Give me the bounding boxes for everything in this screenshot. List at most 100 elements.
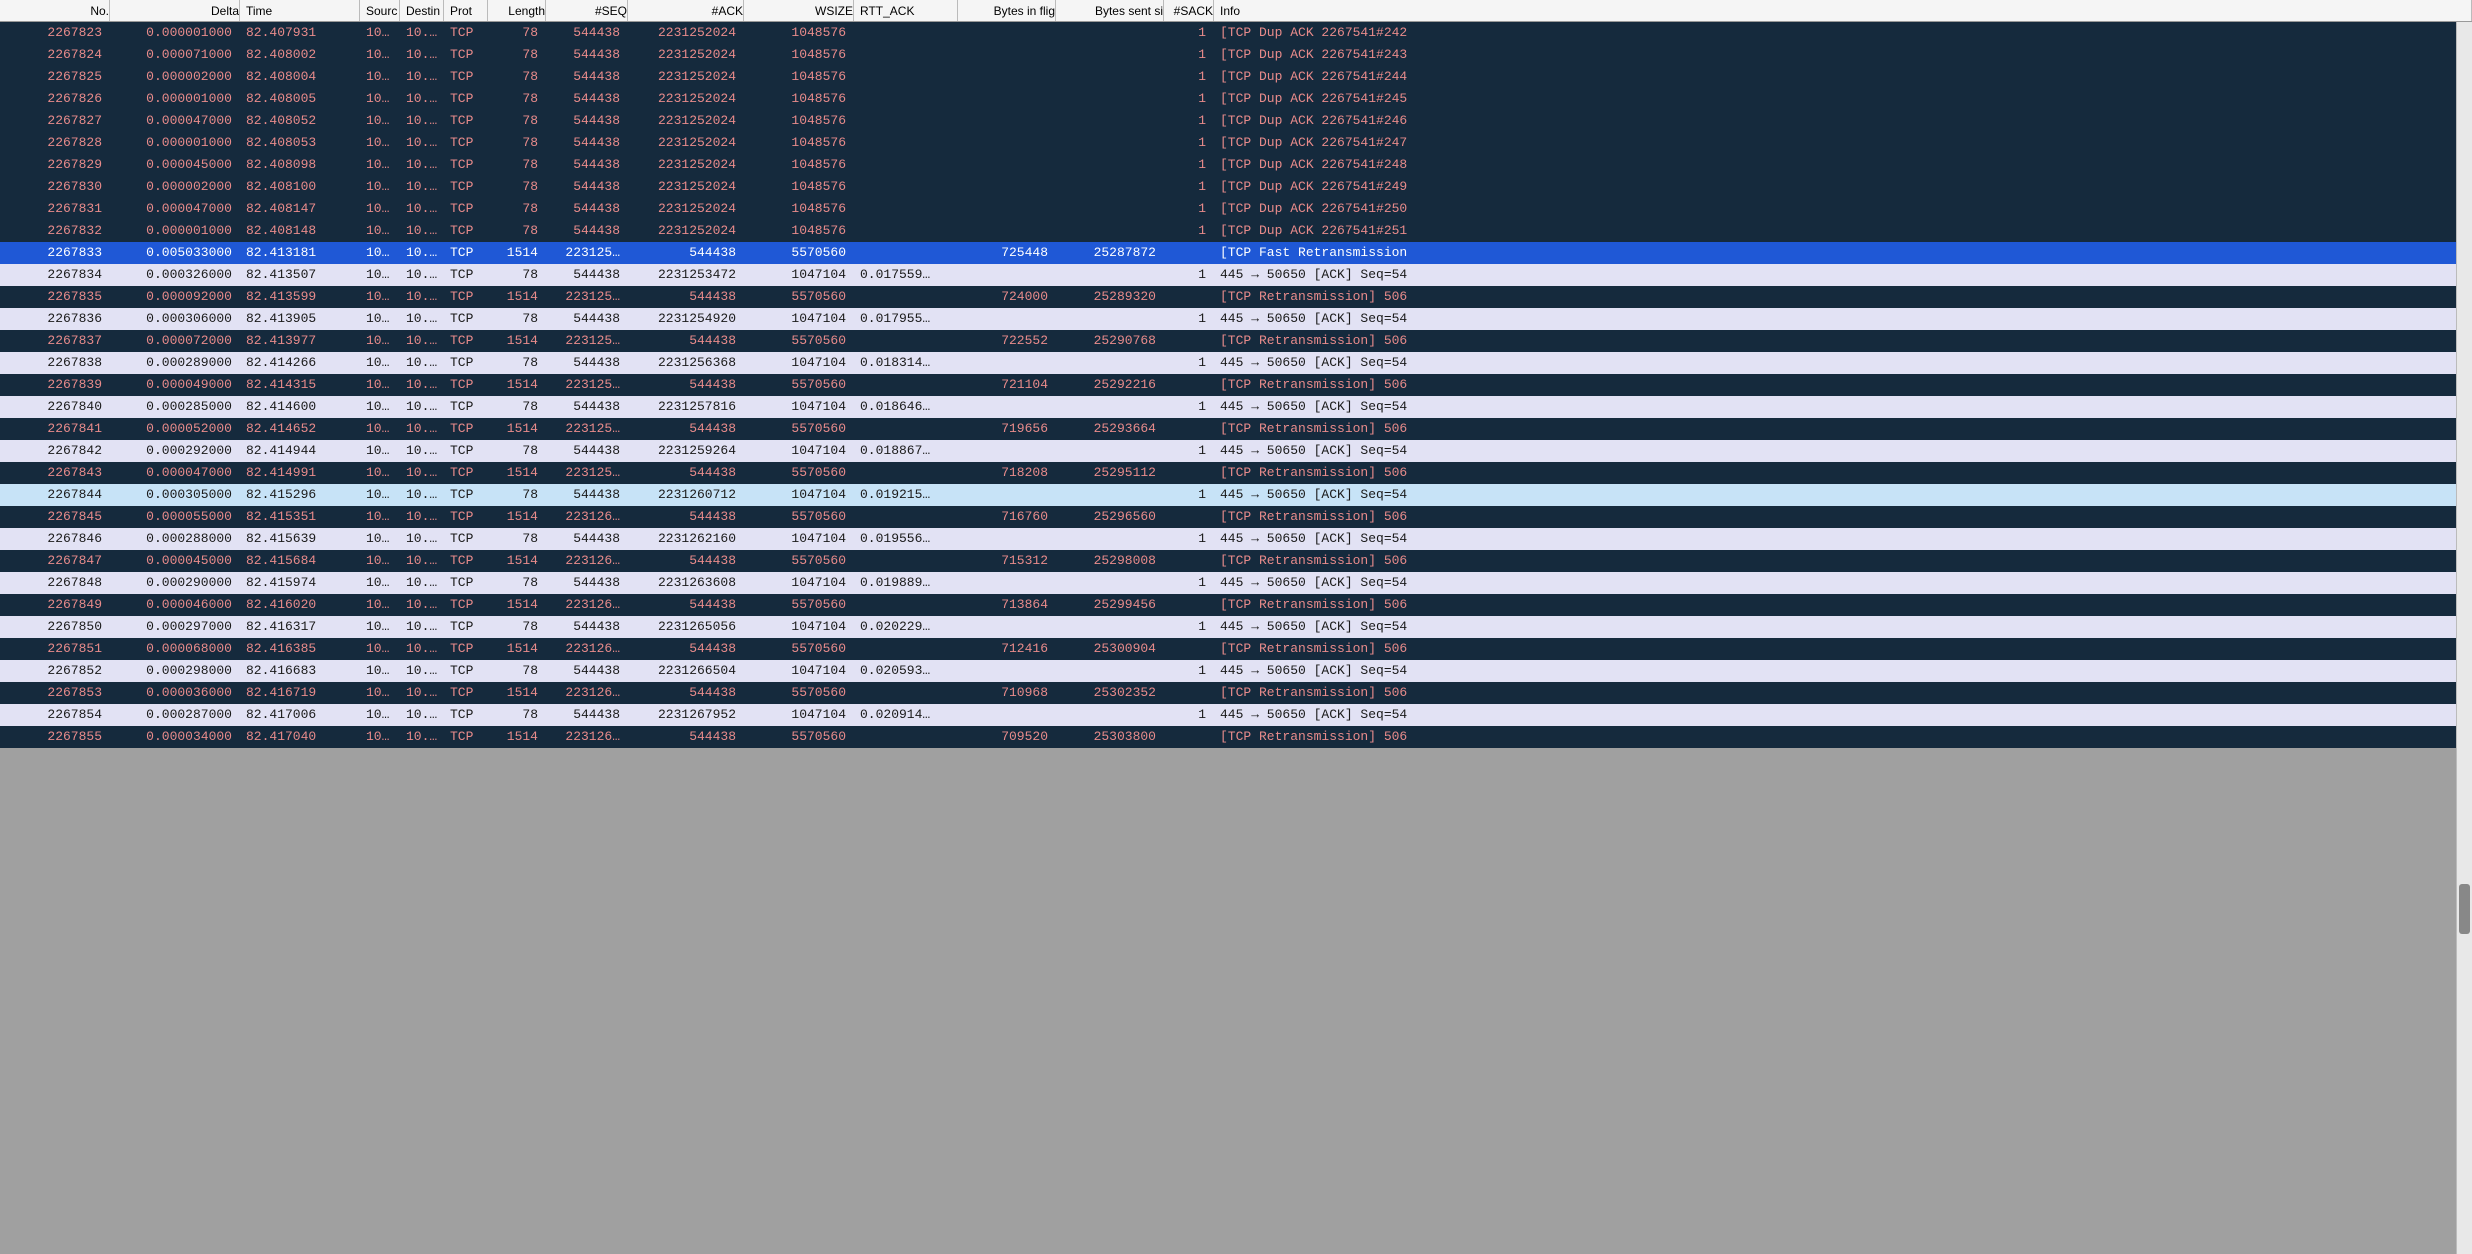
cell-wsize: 5570560 (744, 682, 854, 704)
packet-row[interactable]: 22678430.00004700082.41499110…10.…TCP151… (0, 462, 2472, 484)
packet-row[interactable]: 22678460.00028800082.41563910…10.…TCP785… (0, 528, 2472, 550)
vertical-scrollbar[interactable] (2456, 22, 2472, 1254)
column-header-rtt[interactable]: RTT_ACK (854, 0, 958, 21)
packet-row[interactable]: 22678380.00028900082.41426610…10.…TCP785… (0, 352, 2472, 374)
cell-src: 10… (360, 616, 400, 638)
packet-row[interactable]: 22678340.00032600082.41350710…10.…TCP785… (0, 264, 2472, 286)
column-header-seq[interactable]: #SEQ (546, 0, 628, 21)
packet-row[interactable]: 22678280.00000100082.40805310…10.…TCP785… (0, 132, 2472, 154)
cell-dst: 10.… (400, 572, 444, 594)
packet-row[interactable]: 22678350.00009200082.41359910…10.…TCP151… (0, 286, 2472, 308)
column-header-no[interactable]: No. (0, 0, 110, 21)
cell-sack: 1 (1164, 528, 1214, 550)
cell-delta: 0.000047000 (110, 110, 240, 132)
cell-ack: 2231253472 (628, 264, 744, 286)
packet-row[interactable]: 22678530.00003600082.41671910…10.…TCP151… (0, 682, 2472, 704)
cell-wsize: 1048576 (744, 198, 854, 220)
cell-rtt (854, 22, 958, 44)
cell-flig (958, 220, 1056, 242)
column-header-prot[interactable]: Prot (444, 0, 488, 21)
cell-sack: 1 (1164, 132, 1214, 154)
packet-row[interactable]: 22678510.00006800082.41638510…10.…TCP151… (0, 638, 2472, 660)
cell-prot: TCP (444, 198, 488, 220)
cell-wsize: 1047104 (744, 660, 854, 682)
packet-row[interactable]: 22678250.00000200082.40800410…10.…TCP785… (0, 66, 2472, 88)
cell-sack: 1 (1164, 154, 1214, 176)
cell-delta: 0.000047000 (110, 462, 240, 484)
cell-no: 2267842 (0, 440, 110, 462)
packet-row[interactable]: 22678310.00004700082.40814710…10.…TCP785… (0, 198, 2472, 220)
cell-dst: 10.… (400, 660, 444, 682)
column-header-wsize[interactable]: WSIZE (744, 0, 854, 21)
cell-sent (1056, 528, 1164, 550)
packet-row[interactable]: 22678490.00004600082.41602010…10.…TCP151… (0, 594, 2472, 616)
packet-row[interactable]: 22678500.00029700082.41631710…10.…TCP785… (0, 616, 2472, 638)
cell-sack: 1 (1164, 440, 1214, 462)
packet-row[interactable]: 22678320.00000100082.40814810…10.…TCP785… (0, 220, 2472, 242)
cell-info: [TCP Dup ACK 2267541#242 (1214, 22, 2472, 44)
scrollbar-thumb[interactable] (2459, 884, 2470, 933)
cell-info: [TCP Dup ACK 2267541#247 (1214, 132, 2472, 154)
cell-delta: 0.000071000 (110, 44, 240, 66)
cell-src: 10… (360, 396, 400, 418)
packet-row[interactable]: 22678300.00000200082.40810010…10.…TCP785… (0, 176, 2472, 198)
cell-flig (958, 66, 1056, 88)
packet-row[interactable]: 22678420.00029200082.41494410…10.…TCP785… (0, 440, 2472, 462)
cell-rtt (854, 220, 958, 242)
packet-row[interactable]: 22678450.00005500082.41535110…10.…TCP151… (0, 506, 2472, 528)
packet-row[interactable]: 22678400.00028500082.41460010…10.…TCP785… (0, 396, 2472, 418)
column-header-time[interactable]: Time (240, 0, 360, 21)
column-header-dst[interactable]: Destin (400, 0, 444, 21)
cell-info: 445 → 50650 [ACK] Seq=54 (1214, 440, 2472, 462)
column-header-ack[interactable]: #ACK (628, 0, 744, 21)
packet-row[interactable]: 22678240.00007100082.40800210…10.…TCP785… (0, 44, 2472, 66)
column-header-flig[interactable]: Bytes in flig (958, 0, 1056, 21)
packet-row[interactable]: 22678540.00028700082.41700610…10.…TCP785… (0, 704, 2472, 726)
cell-no: 2267833 (0, 242, 110, 264)
cell-dst: 10.… (400, 330, 444, 352)
cell-rtt: 0.017559… (854, 264, 958, 286)
column-header-src[interactable]: Sourc (360, 0, 400, 21)
cell-src: 10… (360, 286, 400, 308)
packet-row[interactable]: 22678260.00000100082.40800510…10.…TCP785… (0, 88, 2472, 110)
packet-row[interactable]: 22678270.00004700082.40805210…10.…TCP785… (0, 110, 2472, 132)
cell-ack: 544438 (628, 550, 744, 572)
packet-row[interactable]: 22678230.00000100082.40793110…10.…TCP785… (0, 22, 2472, 44)
cell-seq: 223125… (546, 374, 628, 396)
cell-seq: 223126… (546, 594, 628, 616)
cell-ack: 2231267952 (628, 704, 744, 726)
cell-ack: 2231252024 (628, 22, 744, 44)
column-header-info[interactable]: Info (1214, 0, 2472, 21)
cell-ack: 2231252024 (628, 176, 744, 198)
cell-len: 1514 (488, 682, 546, 704)
packet-row[interactable]: 22678330.00503300082.41318110…10.…TCP151… (0, 242, 2472, 264)
packet-row[interactable]: 22678550.00003400082.41704010…10.…TCP151… (0, 726, 2472, 748)
column-header-delta[interactable]: Delta (110, 0, 240, 21)
cell-src: 10… (360, 528, 400, 550)
packet-row[interactable]: 22678290.00004500082.40809810…10.…TCP785… (0, 154, 2472, 176)
packet-row[interactable]: 22678360.00030600082.41390510…10.…TCP785… (0, 308, 2472, 330)
cell-info: [TCP Retransmission] 506 (1214, 594, 2472, 616)
packet-row[interactable]: 22678390.00004900082.41431510…10.…TCP151… (0, 374, 2472, 396)
packet-row[interactable]: 22678440.00030500082.41529610…10.…TCP785… (0, 484, 2472, 506)
cell-wsize: 1048576 (744, 220, 854, 242)
cell-flig (958, 22, 1056, 44)
packet-row[interactable]: 22678470.00004500082.41568410…10.…TCP151… (0, 550, 2472, 572)
cell-delta: 0.000001000 (110, 88, 240, 110)
packet-list-body[interactable]: 22678230.00000100082.40793110…10.…TCP785… (0, 22, 2472, 1254)
packet-row[interactable]: 22678410.00005200082.41465210…10.…TCP151… (0, 418, 2472, 440)
cell-src: 10… (360, 638, 400, 660)
cell-rtt (854, 462, 958, 484)
cell-delta: 0.000287000 (110, 704, 240, 726)
column-header-sack[interactable]: #SACK (1164, 0, 1214, 21)
packet-row[interactable]: 22678520.00029800082.41668310…10.…TCP785… (0, 660, 2472, 682)
column-header-sent[interactable]: Bytes sent si (1056, 0, 1164, 21)
cell-sack (1164, 286, 1214, 308)
packet-row[interactable]: 22678370.00007200082.41397710…10.…TCP151… (0, 330, 2472, 352)
packet-row[interactable]: 22678480.00029000082.41597410…10.…TCP785… (0, 572, 2472, 594)
column-header-len[interactable]: Length (488, 0, 546, 21)
cell-rtt: 0.019556… (854, 528, 958, 550)
cell-prot: TCP (444, 110, 488, 132)
cell-ack: 544438 (628, 462, 744, 484)
cell-info: [TCP Dup ACK 2267541#243 (1214, 44, 2472, 66)
